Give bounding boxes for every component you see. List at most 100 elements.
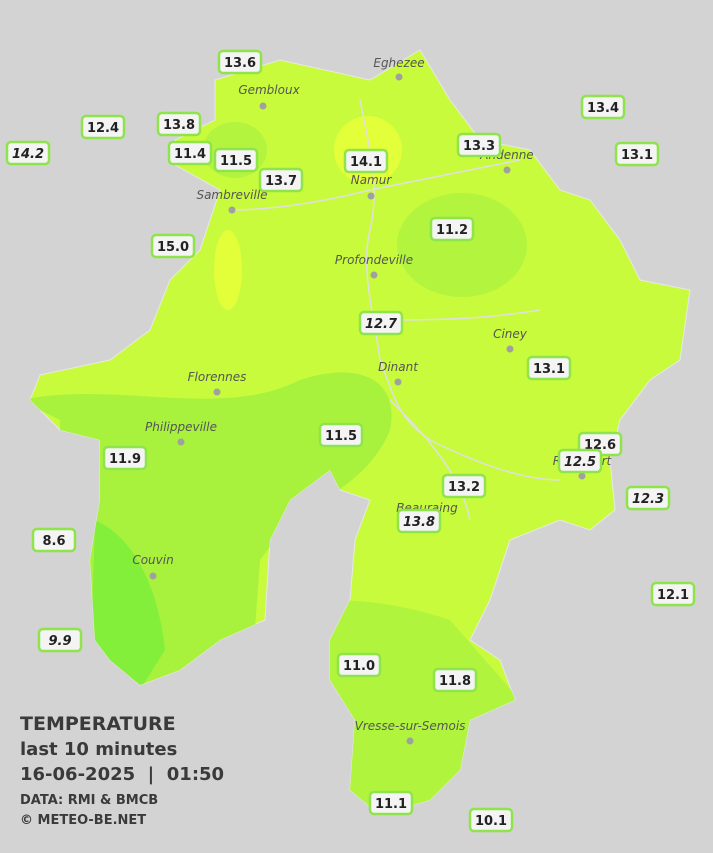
station: 10.1: [468, 807, 514, 833]
station: 8.6: [31, 527, 77, 553]
station-box: [650, 581, 696, 607]
station: 12.7: [358, 310, 404, 336]
station-value: 13.8: [403, 515, 435, 530]
town-label: Eghezee: [373, 56, 424, 70]
station: 13.8: [156, 111, 202, 137]
station-box: [358, 310, 404, 336]
station: 13.7: [258, 167, 304, 193]
town-label: Dinant: [378, 360, 419, 374]
station-value: 13.7: [265, 174, 297, 189]
station: 11.5: [213, 147, 259, 173]
station: 14.1: [343, 148, 389, 174]
zone: [214, 230, 242, 310]
station: 11.9: [102, 445, 148, 471]
legend-source: DATA: RMI & BMCB: [20, 793, 158, 808]
station-value: 8.6: [42, 534, 65, 549]
station-value: 13.3: [463, 139, 495, 154]
station: 13.2: [441, 473, 487, 499]
town-dot: [259, 102, 267, 110]
town-dot: [367, 192, 375, 200]
station-box: [31, 527, 77, 553]
station-value: 14.2: [12, 147, 44, 162]
legend-copyright: © METEO-BE.NET: [20, 813, 146, 828]
station: 12.1: [650, 581, 696, 607]
station-value: 12.4: [87, 121, 119, 136]
station: 12.5: [557, 448, 603, 474]
station-box: [614, 141, 660, 167]
station-value: 11.2: [436, 223, 468, 238]
station-box: [5, 140, 51, 166]
station: 11.0: [336, 652, 382, 678]
station-value: 15.0: [157, 240, 189, 255]
station: 12.3: [625, 485, 671, 511]
station-value: 12.5: [564, 455, 596, 470]
station: 13.1: [526, 355, 572, 381]
station-value: 13.1: [621, 148, 653, 163]
station-box: [625, 485, 671, 511]
station-value: 13.8: [163, 118, 195, 133]
station-value: 11.8: [439, 674, 471, 689]
station-box: [213, 147, 259, 173]
station: 11.4: [167, 140, 213, 166]
station-value: 14.1: [350, 155, 382, 170]
station-value: 12.1: [657, 588, 689, 603]
town-label: Sambreville: [196, 188, 267, 202]
station-value: 11.1: [375, 797, 407, 812]
station: 13.6: [217, 49, 263, 75]
station-box: [456, 132, 502, 158]
station: 13.3: [456, 132, 502, 158]
station: 13.8: [396, 508, 442, 534]
legend-datetime: 16-06-2025 | 01:50: [20, 764, 224, 785]
station-box: [580, 94, 626, 120]
town-dot: [578, 472, 586, 480]
town-dot: [406, 737, 414, 745]
town-dot: [213, 388, 221, 396]
station-box: [150, 233, 196, 259]
station-value: 11.0: [343, 659, 375, 674]
town-dot: [370, 271, 378, 279]
station: 11.8: [432, 667, 478, 693]
station-value: 12.3: [632, 492, 664, 507]
station-box: [167, 140, 213, 166]
station-box: [441, 473, 487, 499]
station-value: 12.7: [365, 317, 398, 332]
town-label: Vresse-sur-Semois: [355, 719, 466, 733]
station-box: [396, 508, 442, 534]
station-value: 13.2: [448, 480, 480, 495]
town-dot: [149, 572, 157, 580]
stations: 13.6 12.4 13.8 14.2 11.4 11.5 13.7 14.1 13.3 13.4…: [5, 49, 696, 833]
station: 13.4: [580, 94, 626, 120]
station-value: 11.5: [325, 429, 357, 444]
station-box: [343, 148, 389, 174]
town-dot: [228, 206, 236, 214]
station: 11.1: [368, 790, 414, 816]
town-dot: [395, 73, 403, 81]
station-value: 11.4: [174, 147, 206, 162]
river: [229, 99, 561, 521]
town-label: Couvin: [132, 553, 173, 567]
station: 9.9: [37, 627, 83, 653]
station: 15.0: [150, 233, 196, 259]
station-value: 13.4: [587, 101, 619, 116]
town-label: Philippeville: [145, 420, 217, 434]
station-box: [526, 355, 572, 381]
town-dot: [177, 438, 185, 446]
station-value: 13.1: [533, 362, 565, 377]
station: 13.1: [614, 141, 660, 167]
station-box: [336, 652, 382, 678]
town-label: Ciney: [493, 327, 528, 341]
town-label: Gembloux: [238, 83, 300, 97]
town-label: Namur: [351, 173, 393, 187]
station-box: [318, 422, 364, 448]
zone: [330, 600, 520, 815]
station: 14.2: [5, 140, 51, 166]
station-box: [258, 167, 304, 193]
town-label: Florennes: [188, 370, 247, 384]
station-value: 11.9: [109, 452, 141, 467]
station-box: [429, 216, 475, 242]
town-label: Profondeville: [335, 253, 413, 267]
station-value: 13.6: [224, 56, 256, 71]
station-box: [37, 627, 83, 653]
station-box: [156, 111, 202, 137]
